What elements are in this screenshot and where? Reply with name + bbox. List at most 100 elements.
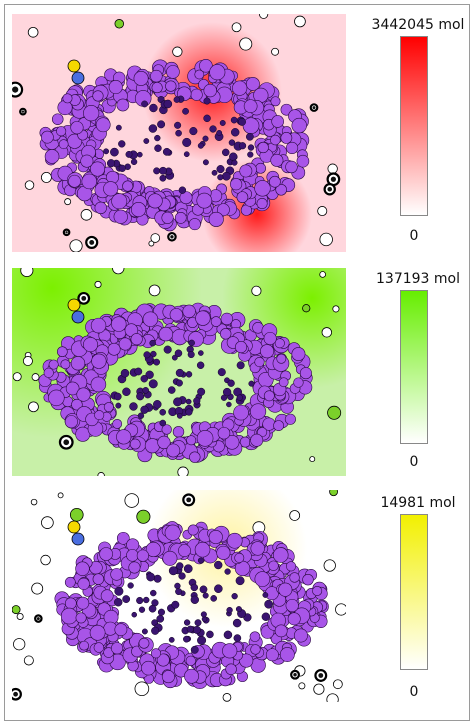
particle: [114, 19, 125, 29]
inner-cell: [228, 139, 236, 146]
cell: [60, 359, 71, 370]
particle: [313, 683, 325, 695]
cell: [151, 82, 163, 94]
cell: [196, 430, 214, 447]
cell: [94, 410, 105, 421]
inner-cell: [159, 419, 167, 427]
cell: [48, 359, 59, 370]
particle: [124, 493, 140, 508]
inner-cell: [231, 593, 238, 600]
colorbar-max-label-red: 3442045 mol: [371, 17, 465, 33]
cell: [158, 326, 174, 342]
inner-cell: [138, 606, 146, 613]
inner-cell: [118, 140, 126, 148]
inner-cell: [136, 596, 144, 605]
cell: [89, 624, 106, 641]
cell: [270, 153, 284, 167]
particle: [13, 638, 26, 651]
cell: [81, 173, 98, 190]
particle: [30, 498, 38, 506]
cell: [293, 628, 308, 643]
cell: [217, 203, 230, 217]
cell: [75, 561, 90, 576]
cell: [271, 115, 284, 128]
cell: [273, 420, 285, 431]
cell: [265, 648, 279, 662]
inner-cell: [154, 144, 162, 152]
cell: [60, 607, 78, 625]
cell: [41, 130, 54, 144]
inner-cell: [175, 368, 184, 377]
particle: [326, 693, 339, 702]
particle: [148, 240, 155, 247]
cell: [219, 328, 232, 340]
inner-cell: [183, 564, 193, 574]
particle: [327, 405, 342, 420]
cell: [226, 532, 243, 549]
cell: [234, 552, 245, 563]
particle: [309, 456, 316, 463]
particle: [97, 472, 105, 476]
particle: [231, 22, 242, 33]
inner-cell: [236, 361, 245, 370]
cell: [299, 367, 312, 380]
inner-cell: [222, 171, 231, 181]
cell: [285, 561, 297, 572]
inner-cell: [193, 397, 201, 405]
cell: [90, 317, 107, 334]
inner-cell: [264, 599, 274, 609]
particle: [298, 682, 306, 690]
cell: [92, 90, 104, 102]
inner-cell: [149, 339, 156, 347]
inner-cell: [197, 387, 206, 396]
inner-cell: [162, 147, 171, 156]
cell: [285, 598, 299, 613]
cell: [257, 141, 269, 154]
cell: [208, 529, 223, 545]
cell: [269, 175, 281, 188]
cell: [93, 642, 105, 653]
cell: [232, 80, 248, 96]
inner-cell: [247, 144, 255, 151]
inner-cell: [175, 379, 183, 387]
simulation-view-green: [12, 268, 346, 476]
cell: [187, 524, 199, 536]
inner-cell: [227, 379, 235, 387]
cell: [56, 126, 67, 137]
cell: [71, 398, 83, 411]
particle: [40, 554, 51, 566]
cell: [113, 209, 128, 224]
inner-cell: [183, 151, 190, 158]
particle: [16, 612, 24, 620]
inner-cell: [145, 370, 154, 379]
cell: [92, 573, 105, 585]
cell: [254, 571, 271, 587]
cell: [77, 577, 90, 590]
particle: [64, 198, 72, 206]
cell: [233, 404, 249, 421]
inner-cell: [226, 606, 233, 614]
cell: [166, 443, 181, 458]
cell: [230, 178, 243, 191]
cell: [174, 211, 187, 224]
cell: [161, 424, 172, 435]
cell: [236, 191, 249, 204]
particle-blue: [71, 310, 85, 324]
inner-cell: [173, 96, 181, 103]
inner-cell: [153, 574, 162, 583]
inner-cell: [203, 97, 211, 105]
cell: [255, 162, 267, 174]
inner-cell: [178, 572, 186, 580]
particle: [80, 209, 93, 221]
cell: [312, 585, 323, 596]
inner-cell: [235, 576, 245, 586]
particle: [12, 372, 22, 382]
inner-cell: [200, 611, 207, 618]
particle: [321, 327, 332, 338]
inner-cell: [136, 392, 145, 401]
cell: [161, 211, 174, 224]
inner-cell: [229, 152, 238, 161]
cell: [208, 211, 224, 227]
inner-cell: [175, 588, 183, 596]
particle: [31, 582, 44, 595]
